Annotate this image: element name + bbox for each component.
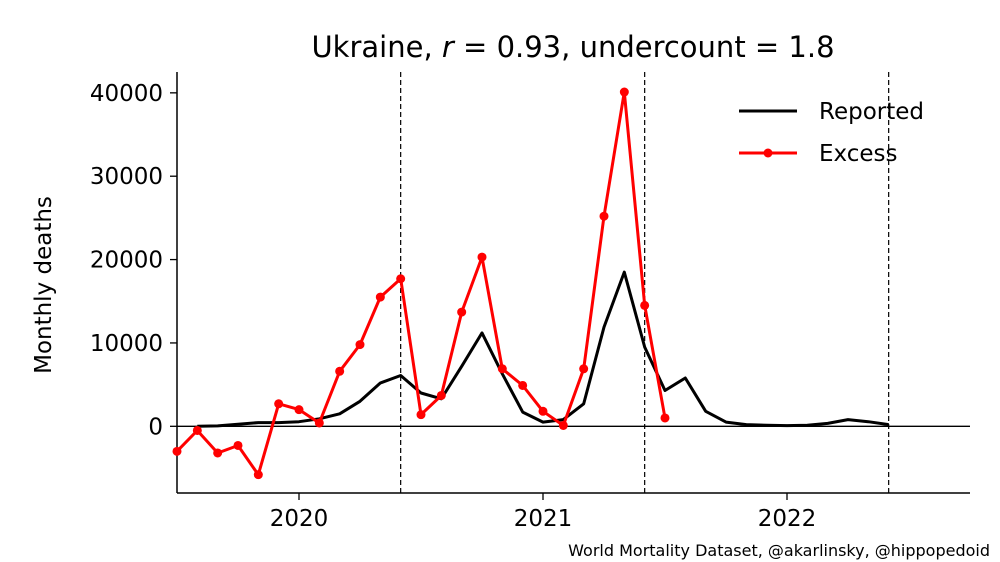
legend-marker-excess — [763, 148, 773, 158]
data-point-excess — [457, 307, 467, 317]
series-line-reported — [197, 270, 889, 428]
data-point-excess — [253, 470, 263, 480]
data-point-excess — [558, 420, 568, 430]
data-point-excess — [274, 399, 284, 409]
data-point-excess — [192, 425, 202, 435]
y-tick-label: 0 — [148, 414, 163, 440]
legend-label-reported: Reported — [819, 99, 924, 125]
data-point-excess — [213, 448, 223, 458]
y-tick-label: 30000 — [90, 164, 163, 190]
credit-text: World Mortality Dataset, @akarlinsky, @h… — [568, 541, 990, 560]
y-axis-label: Monthly deaths — [31, 196, 57, 374]
y-tick-label: 40000 — [90, 81, 163, 107]
data-point-excess — [294, 405, 304, 415]
y-tick-label: 20000 — [90, 248, 163, 274]
data-point-excess — [660, 413, 670, 423]
x-tick-label: 2021 — [514, 506, 573, 532]
x-tick-label: 2020 — [270, 506, 329, 532]
data-point-excess — [538, 406, 548, 416]
data-point-excess — [619, 87, 629, 97]
data-point-excess — [172, 446, 182, 456]
data-point-excess — [436, 390, 446, 400]
data-point-excess — [355, 340, 365, 350]
data-point-excess — [396, 274, 406, 284]
legend-label-excess: Excess — [819, 141, 898, 167]
plot-area: 0 10000 20000 30000 40000 2020 2021 2022 Reporte… — [90, 72, 970, 532]
data-point-excess — [477, 252, 487, 262]
data-point-excess — [599, 211, 609, 221]
y-tick-label: 10000 — [90, 331, 163, 357]
data-point-excess — [314, 418, 324, 428]
data-point-excess — [640, 300, 650, 310]
data-point-excess — [518, 380, 528, 390]
x-tick-label: 2022 — [758, 506, 817, 532]
data-point-excess — [497, 364, 507, 374]
data-point-excess — [375, 292, 385, 302]
data-point-excess — [335, 366, 345, 376]
data-point-excess — [233, 440, 243, 450]
chart-title: Ukraine, r = 0.93, undercount = 1.8 — [311, 30, 834, 64]
data-point-excess — [416, 410, 426, 420]
data-point-excess — [579, 364, 589, 374]
